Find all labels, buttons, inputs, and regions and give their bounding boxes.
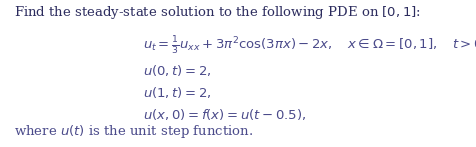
- Text: $u_t = \frac{1}{3}u_{xx} + 3\pi^2\cos(3\pi x) - 2x, \quad x \in \Omega = [0, 1],: $u_t = \frac{1}{3}u_{xx} + 3\pi^2\cos(3\…: [143, 35, 476, 57]
- Text: Find the steady-state solution to the following PDE on $[0, 1]$:: Find the steady-state solution to the fo…: [14, 4, 420, 21]
- Text: $u(1, t) = 2,$: $u(1, t) = 2,$: [143, 85, 211, 100]
- Text: $u(x, 0) = f(x) = u(t - 0.5),$: $u(x, 0) = f(x) = u(t - 0.5),$: [143, 107, 306, 122]
- Text: $u(0, t) = 2,$: $u(0, t) = 2,$: [143, 63, 211, 78]
- Text: where $u(t)$ is the unit step function.: where $u(t)$ is the unit step function.: [14, 123, 253, 140]
